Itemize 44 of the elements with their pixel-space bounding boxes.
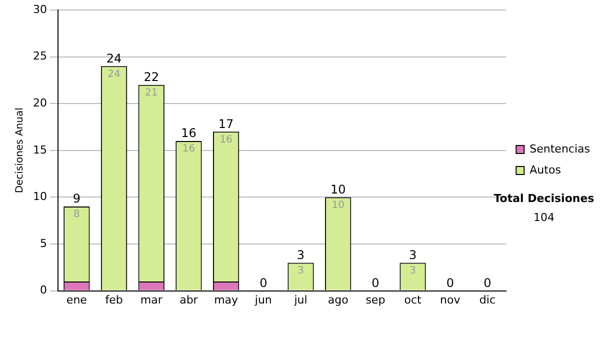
x-tick-label: ene <box>66 293 88 306</box>
total-label: 17 <box>218 116 234 131</box>
x-tick-label: feb <box>105 293 123 306</box>
y-axis-title: Decisiones Anual <box>14 108 26 194</box>
total-label: 0 <box>446 276 454 290</box>
legend-label: Sentencias <box>530 142 590 156</box>
data-label: 21 <box>144 87 158 98</box>
total-label: 16 <box>181 126 196 140</box>
data-label: 24 <box>108 68 120 80</box>
x-tick-label: ago <box>328 293 349 306</box>
x-tick-label: nov <box>440 293 461 306</box>
total-label: 3 <box>296 248 305 262</box>
data-label: 3 <box>410 265 416 276</box>
text: 104 <box>532 211 556 224</box>
x-tick-label: jun <box>254 293 272 306</box>
total-label: 0 <box>484 276 492 290</box>
data-label: 8 <box>73 209 80 220</box>
data-label: 3 <box>298 265 304 276</box>
total-label: 9 <box>72 192 80 206</box>
y-tick-label: 30 <box>32 2 47 16</box>
x-tick-label: oct <box>404 293 422 306</box>
total-label: 3 <box>408 248 417 262</box>
y-tick-label: 20 <box>32 96 47 110</box>
x-tick-label: jul <box>293 293 308 306</box>
x-tick-label: sep <box>366 293 386 306</box>
data-label: 10 <box>332 200 344 211</box>
y-tick-label: 10 <box>32 190 47 204</box>
y-tick-label: 25 <box>32 50 47 63</box>
total-label: 22 <box>144 70 160 84</box>
annotation: Total Decisiones <box>492 192 596 205</box>
y-tick-label: 0 <box>40 284 47 297</box>
total-label: 0 <box>372 276 380 290</box>
data-label: 16 <box>220 134 232 146</box>
total-label: 10 <box>330 182 346 196</box>
y-tick-label: 5 <box>40 236 47 250</box>
x-tick-label: may <box>214 293 239 306</box>
x-tick-label: abr <box>180 293 198 306</box>
x-tick-label: mar <box>140 293 163 306</box>
total-label: 24 <box>106 51 122 66</box>
data-label: 16 <box>182 144 196 155</box>
x-tick-label: dic <box>479 293 496 306</box>
legend-label: Autos <box>530 163 562 176</box>
y-tick-label: 15 <box>32 143 47 156</box>
total-label: 0 <box>260 276 268 290</box>
